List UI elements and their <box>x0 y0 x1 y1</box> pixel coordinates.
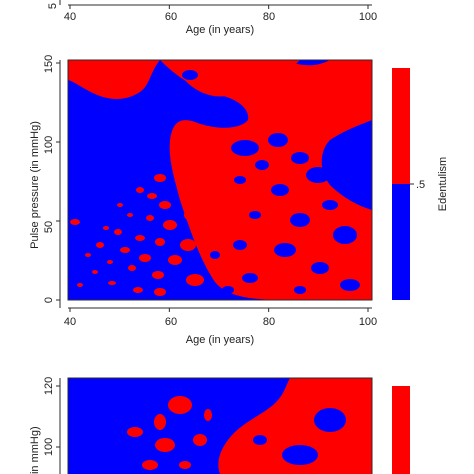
colorbar-tick-label: .5 <box>416 179 425 191</box>
bottom-red-region <box>218 378 372 474</box>
top-x-tick-label-40: 40 <box>64 11 76 23</box>
top-x-axis-label: Age (in years) <box>186 24 254 36</box>
middle-x-axis-label: Age (in years) <box>186 334 254 346</box>
colorbar-red <box>392 68 410 184</box>
middle-x-tick-label-80: 80 <box>263 316 275 328</box>
middle-colorbar: .5 Edentulism <box>392 68 449 300</box>
red-region-top <box>68 60 372 300</box>
middle-x-tick-label-40: 40 <box>64 316 76 328</box>
middle-y-axis-label: Pulse pressure (in mmHg) <box>29 121 41 249</box>
middle-panel: 0 50 100 150 40 60 80 100 Age (in years)… <box>29 55 449 346</box>
middle-heatmap-field <box>68 60 372 300</box>
bottom-blue-pockets <box>253 408 346 465</box>
blue-pockets <box>182 70 370 294</box>
top-panel: 40 60 80 100 Age (in years) 5 <box>47 0 377 36</box>
red-region-upper-left <box>68 60 160 99</box>
middle-y-tick-label-150: 150 <box>43 55 55 73</box>
bottom-colorbar-red <box>392 386 410 474</box>
bottom-red-blobs <box>127 396 212 470</box>
top-x-tick-label-100: 100 <box>359 11 377 23</box>
bottom-y-tick-label-120: 120 <box>43 377 55 395</box>
red-region-upper-mid <box>175 60 300 97</box>
colorbar-label: Edentulism <box>437 157 449 211</box>
middle-y-tick-label-100: 100 <box>43 136 55 154</box>
bottom-y-axis-label: (in mmHg) <box>29 426 41 474</box>
top-x-tick-label-80: 80 <box>263 11 275 23</box>
bottom-y-ticks <box>56 385 60 448</box>
middle-y-tick-label-0: 0 <box>43 297 55 303</box>
bottom-panel: 120 100 (in mmHg) <box>29 377 410 474</box>
top-x-ticks <box>69 5 369 9</box>
colorbar-blue <box>392 184 410 300</box>
middle-x-ticks <box>69 308 369 312</box>
bottom-heatmap-field <box>68 378 372 474</box>
middle-plot-frame <box>67 59 373 301</box>
top-x-tick-label-60: 60 <box>165 11 177 23</box>
middle-y-ticks <box>56 62 60 301</box>
bottom-plot-frame <box>67 377 373 474</box>
top-y-tick-partial: 5 <box>47 3 59 9</box>
middle-x-tick-label-100: 100 <box>359 316 377 328</box>
middle-x-tick-label-60: 60 <box>165 316 177 328</box>
middle-y-tick-label-50: 50 <box>43 221 55 233</box>
red-blobs <box>70 135 234 296</box>
bottom-y-tick-label-100: 100 <box>43 438 55 456</box>
